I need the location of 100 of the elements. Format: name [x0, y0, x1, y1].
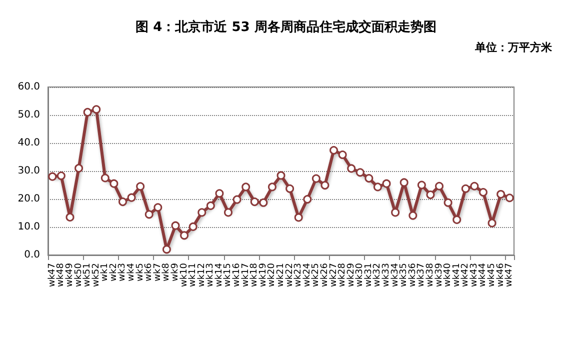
x-tick-label: wk51: [82, 263, 93, 288]
point: [92, 105, 101, 114]
point: [426, 190, 435, 200]
chart-title: 图 4：北京市近 53 周各周商品住宅成交面积走势图: [136, 19, 436, 35]
point: [127, 193, 136, 202]
x-tick-label: wk34: [390, 262, 400, 288]
x-tick-label: wk49: [64, 262, 75, 288]
x-tick-label: wk38: [425, 262, 436, 288]
point: [320, 181, 330, 190]
point: [338, 150, 347, 160]
point: [478, 188, 488, 197]
x-tick-label: wk43: [469, 263, 480, 288]
point: [461, 184, 470, 193]
x-tick-label: wk23: [294, 263, 304, 288]
point: [276, 171, 286, 180]
point: [408, 211, 418, 220]
point: [154, 203, 162, 212]
point: [452, 215, 462, 224]
x-tick-label: wk1: [100, 263, 110, 282]
x-tick-label: wk26: [320, 262, 330, 288]
x-tick-label: wk31: [364, 263, 374, 288]
x-tick-label: wk16: [232, 262, 242, 288]
x-tick-label: wk2: [108, 263, 119, 282]
point: [215, 189, 224, 198]
x-tick-label: wk42: [460, 263, 471, 288]
point: [268, 182, 276, 192]
point: [56, 172, 66, 180]
y-tick-label: 10.0: [18, 222, 40, 232]
point: [180, 231, 189, 240]
point: [232, 195, 242, 204]
point: [391, 208, 400, 217]
point: [250, 198, 259, 206]
x-tick-label: wk33: [382, 263, 392, 288]
text: 单位：万平方米: [474, 41, 553, 54]
x-tick-label: wk12: [196, 263, 207, 288]
point: [400, 178, 408, 187]
point: [347, 164, 356, 173]
x-tick-label: wk45: [487, 263, 498, 288]
point: [382, 179, 391, 188]
point: [505, 194, 514, 202]
x-tick-label: wk7: [152, 263, 163, 282]
x-tick-label: wk8: [162, 262, 172, 282]
x-tick-label: wk19: [258, 262, 268, 288]
point: [356, 168, 364, 177]
y-tick-label: 40.0: [18, 138, 40, 148]
point: [206, 201, 215, 210]
point: [110, 179, 118, 188]
point: [470, 182, 479, 190]
x-tick-label: wk36: [408, 262, 418, 288]
x-tick-label: wk47: [47, 263, 58, 288]
point: [224, 208, 232, 217]
x-tick-label: wk9: [170, 262, 180, 282]
point: [488, 218, 496, 228]
x-tick-label: wk46: [496, 262, 506, 288]
x-tick-label: wk47: [504, 263, 515, 288]
point: [162, 245, 171, 254]
point: [48, 172, 57, 181]
y-tick-label: 30.0: [18, 166, 40, 176]
x-tick-label: wk32: [372, 263, 383, 288]
x-tick-label: wk37: [416, 263, 427, 288]
point: [66, 212, 74, 222]
point: [198, 208, 206, 217]
point: [144, 210, 154, 219]
x-tick-label: wk15: [223, 263, 234, 288]
x-tick-label: wk40: [443, 262, 454, 288]
x-tick-label: wk4: [126, 262, 137, 282]
point: [188, 222, 198, 231]
point: [100, 174, 110, 182]
point: [136, 182, 145, 191]
x-tick-label: wk22: [284, 263, 295, 288]
point: [286, 184, 294, 193]
y-tick-label: 60.0: [18, 82, 40, 92]
point: [294, 213, 303, 222]
point: [364, 174, 374, 183]
point: [330, 146, 338, 155]
y-tick-label: 0.0: [24, 250, 40, 260]
point: [444, 198, 452, 207]
x-tick-label: wk5: [135, 263, 146, 282]
x-tick-label: wk20: [267, 262, 278, 288]
x-tick-label: wk24: [302, 262, 312, 288]
x-tick-label: wk6: [144, 262, 154, 282]
x-tick-label: wk18: [250, 262, 260, 288]
x-tick-label: wk11: [188, 263, 198, 288]
x-tick-label: wk10: [179, 262, 190, 288]
y-tick-label: 20.0: [18, 194, 40, 204]
x-tick-label: wk13: [206, 263, 216, 288]
point: [118, 198, 127, 206]
x-tick-label: wk35: [399, 263, 410, 288]
point: [312, 174, 320, 183]
x-tick-label: wk50: [74, 262, 84, 288]
x-tick-label: wk3: [118, 263, 128, 282]
x-tick-label: wk29: [346, 262, 356, 288]
point: [74, 164, 84, 172]
point: [303, 195, 312, 204]
x-tick-label: wk44: [478, 262, 488, 288]
x-tick-label: wk17: [240, 263, 251, 288]
point: [259, 198, 268, 207]
x-tick-label: wk25: [311, 263, 322, 288]
x-tick-label: wk14: [214, 262, 224, 288]
point: [417, 180, 426, 190]
